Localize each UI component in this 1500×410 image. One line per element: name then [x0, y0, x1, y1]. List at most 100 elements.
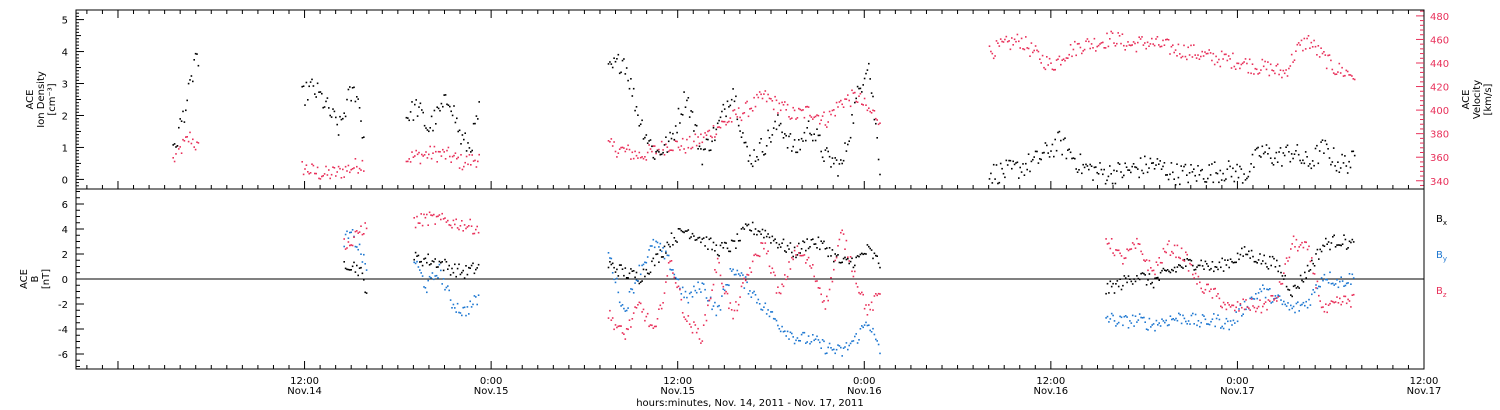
density-point [765, 145, 768, 147]
by-point [465, 314, 467, 317]
bz-point [1155, 261, 1158, 263]
bx-point [1126, 281, 1128, 284]
by-point [455, 311, 457, 313]
bz-point [1253, 306, 1256, 309]
bz-point [1273, 299, 1275, 301]
velocity-point [419, 162, 422, 165]
bz-point [784, 274, 786, 276]
bx-point [617, 275, 620, 277]
velocity-point [1081, 52, 1083, 55]
velocity-point [772, 108, 775, 111]
bx-point [1143, 272, 1145, 275]
velocity-point [1047, 64, 1049, 66]
bx-point [477, 263, 480, 266]
bx-point [1207, 265, 1209, 267]
velocity-point [1320, 47, 1322, 49]
by-point [855, 333, 857, 335]
density-point [1250, 163, 1252, 165]
by-point [1200, 321, 1202, 324]
bx-point [347, 268, 350, 271]
velocity-point [768, 97, 771, 100]
by-point [702, 283, 705, 285]
bx-point [702, 237, 705, 239]
by-point [799, 340, 801, 342]
bx-point [852, 266, 855, 269]
bz-point [830, 277, 832, 279]
bx-point [638, 282, 641, 285]
velocity-point [197, 142, 200, 144]
velocity-point [189, 131, 191, 134]
by-point [1344, 284, 1347, 287]
velocity-point [1062, 58, 1065, 60]
by-point [1319, 285, 1321, 288]
velocity-point [771, 100, 774, 102]
velocity-point [363, 170, 365, 172]
density-point [838, 163, 841, 165]
density-point [1341, 153, 1343, 156]
density-point [1089, 163, 1091, 166]
bz-point [463, 224, 466, 226]
bx-point [1127, 275, 1130, 277]
bx-point [357, 274, 359, 277]
bz-point [1150, 267, 1152, 269]
bz-point [1192, 273, 1194, 276]
bx-point [653, 264, 656, 267]
density-point [764, 153, 767, 155]
bz-point [1340, 303, 1342, 306]
velocity-point [1218, 58, 1220, 61]
bz-point [344, 248, 347, 250]
bz-point [1206, 283, 1208, 286]
velocity-point [1001, 40, 1003, 43]
by-point [757, 298, 760, 301]
by-point [840, 346, 842, 349]
density-point [674, 125, 677, 127]
bz-point [840, 231, 842, 234]
density-point [750, 163, 753, 165]
bz-point [1166, 243, 1169, 246]
bx-point [1161, 269, 1163, 272]
bz-point [1252, 305, 1254, 307]
xtick-time-label: 12:00 [663, 376, 692, 387]
density-point [311, 78, 313, 81]
density-point [775, 128, 778, 131]
velocity-point [1179, 53, 1181, 55]
density-point [301, 85, 303, 88]
bx-point [826, 247, 828, 249]
density-point [791, 150, 793, 152]
velocity-point [799, 108, 801, 111]
by-point [1206, 323, 1208, 325]
bz-point [714, 269, 716, 271]
by-point [709, 296, 712, 299]
by-point [847, 348, 849, 351]
xtick-date-label: Nov.15 [474, 386, 509, 397]
density-point [339, 115, 341, 118]
by-point [680, 293, 683, 295]
density-point [1213, 161, 1216, 163]
velocity-point [1352, 78, 1355, 80]
ytick-left-label: 3 [62, 80, 68, 91]
velocity-point [1227, 55, 1230, 57]
bx-point [651, 260, 653, 263]
by-point [1245, 308, 1247, 311]
bx-point [709, 237, 712, 240]
by-point [426, 291, 428, 294]
density-point [1299, 159, 1301, 162]
density-point [1295, 150, 1297, 152]
bz-point [658, 308, 660, 310]
bz-point [779, 292, 782, 295]
density-point [1193, 168, 1195, 170]
density-point [1327, 148, 1329, 150]
bx-point [1260, 262, 1263, 265]
by-point [416, 260, 418, 263]
by-point [624, 310, 627, 312]
velocity-point [337, 165, 340, 168]
velocity-point [351, 168, 354, 170]
velocity-point [1139, 38, 1142, 40]
density-point [454, 121, 457, 124]
bx-point [681, 230, 684, 233]
velocity-point [817, 114, 820, 117]
by-point [1168, 324, 1170, 326]
by-point [1148, 317, 1151, 320]
density-point [820, 150, 822, 153]
bx-point [838, 261, 841, 264]
